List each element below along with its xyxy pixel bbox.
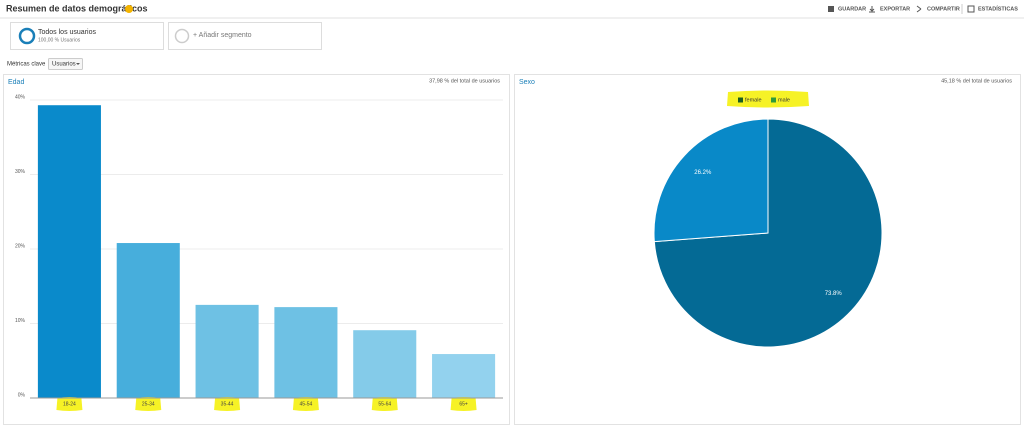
verified-icon — [125, 5, 133, 13]
legend-swatch — [771, 97, 776, 103]
x-tick-label: 35-44 — [221, 401, 234, 407]
metrics-selected: Usuarios — [52, 62, 76, 68]
y-tick-label: 10% — [15, 318, 26, 324]
highlight — [450, 397, 477, 411]
age-subtitle: 37,98 % del total de usuarios — [429, 78, 500, 84]
insights-button[interactable]: ESTADÍSTICAS — [978, 4, 1018, 12]
add-segment: + Añadir segmento — [193, 32, 252, 39]
legend-swatch — [738, 97, 743, 103]
x-tick-label: 45-54 — [300, 401, 313, 407]
save-icon — [828, 6, 834, 12]
metrics-label: Métricas clave — [7, 62, 46, 68]
bar — [432, 354, 496, 398]
segment-card[interactable] — [10, 22, 164, 50]
save-button[interactable]: GUARDAR — [838, 6, 866, 12]
legend-label: female — [745, 97, 762, 103]
share-icon — [916, 5, 922, 13]
x-tick-label: 65+ — [459, 401, 468, 407]
y-tick-label: 40% — [15, 94, 26, 100]
x-tick-label: 25-34 — [142, 401, 155, 407]
add-segment-card[interactable] — [168, 22, 322, 50]
highlight — [371, 397, 398, 411]
y-tick-label: 20% — [15, 243, 26, 249]
insights-icon — [967, 5, 975, 13]
segment-icon — [18, 27, 36, 45]
gender-title: Sexo — [519, 79, 535, 86]
segment-detail: 100,00 % Usuarios — [38, 37, 81, 43]
x-tick-label: 55-64 — [378, 401, 391, 407]
add-segment-icon — [174, 28, 190, 44]
slice-label: 26.2% — [694, 170, 712, 176]
share-button[interactable]: COMPARTIR — [927, 6, 960, 12]
bar — [274, 307, 338, 398]
highlight — [214, 397, 241, 411]
bar — [37, 105, 101, 398]
bar — [116, 243, 180, 398]
y-tick-label: 0% — [18, 392, 26, 398]
segment-name: Todos los usuarios — [38, 29, 96, 36]
highlight — [727, 90, 809, 108]
page-title: Resumen de datos demográficos — [6, 3, 148, 13]
export-icon — [869, 6, 875, 13]
gender-subtitle: 45,18 % del total de usuarios — [941, 78, 1012, 84]
dropdown-arrow — [76, 63, 80, 65]
x-tick-label: 18-24 — [63, 401, 76, 407]
slice-label: 73.8% — [825, 291, 843, 297]
bar — [353, 330, 417, 398]
y-tick-label: 30% — [15, 169, 26, 175]
pie-slice — [653, 118, 769, 243]
export-button[interactable]: EXPORTAR — [880, 6, 910, 12]
age-title: Edad — [8, 79, 24, 86]
highlight — [292, 397, 319, 411]
highlight — [135, 397, 162, 411]
metrics-select[interactable] — [48, 58, 83, 70]
legend-label: male — [778, 97, 790, 103]
highlight — [56, 397, 83, 411]
bar — [195, 304, 259, 398]
